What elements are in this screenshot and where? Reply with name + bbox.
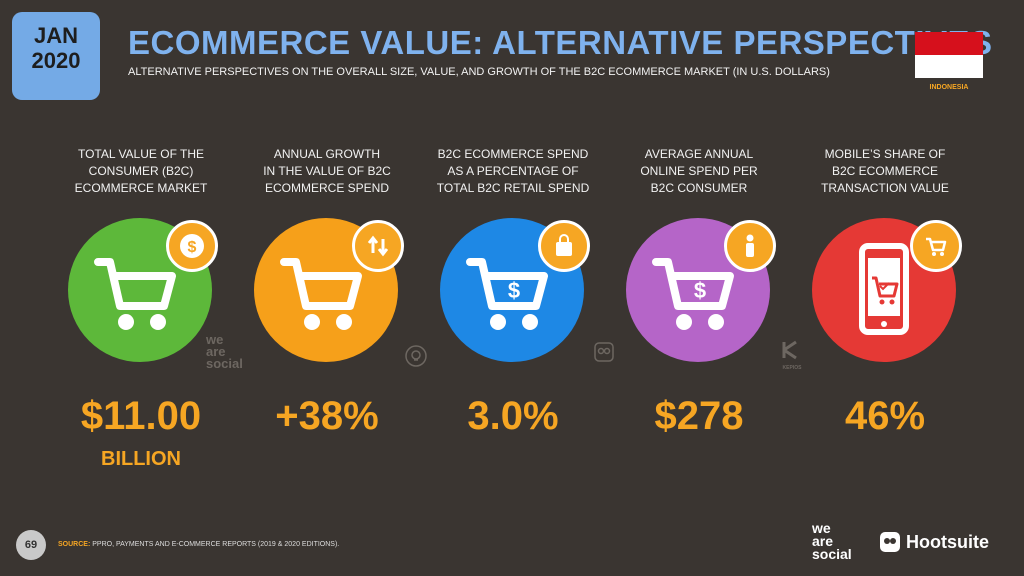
svg-text:$: $: [508, 278, 520, 303]
page-title: ECOMMERCE VALUE: ALTERNATIVE PERSPECTIVE…: [128, 24, 993, 61]
stat-3-value: 3.0%: [467, 394, 559, 438]
svg-text:$: $: [188, 239, 197, 256]
stat-5-label: MOBILE’S SHARE OF B2C ECOMMERCE TRANSACT…: [821, 147, 949, 195]
indonesia-flag-icon: [915, 32, 983, 78]
stat-4-label: AVERAGE ANNUAL ONLINE SPEND PER B2C CONS…: [640, 147, 758, 195]
stat-1-value: $11.00: [80, 394, 202, 438]
stat-1-header: TOTAL VALUE OF THE CONSUMER (B2C) ECOMME…: [56, 146, 226, 202]
dollar-badge-icon: $: [166, 220, 218, 272]
cart-badge-icon: [910, 220, 962, 272]
page-number: 69: [16, 530, 46, 560]
svg-text:$: $: [694, 278, 706, 303]
we-are-social-logo: we are social: [812, 520, 852, 562]
stat-2-label: ANNUAL GROWTH IN THE VALUE OF B2C ECOMME…: [263, 147, 391, 195]
person-icon: [724, 220, 776, 272]
stat-5-value: 46%: [844, 394, 926, 438]
owl-logo-icon: [880, 532, 900, 552]
kepios-icon: [782, 340, 797, 360]
shopping-bag-icon: [538, 220, 590, 272]
stat-3-label: B2C ECOMMERCE SPEND AS A PERCENTAGE OF T…: [436, 147, 590, 195]
stat-1-label: TOTAL VALUE OF THE CONSUMER (B2C) ECOMME…: [74, 147, 208, 195]
stat-3-circle: $: [440, 218, 584, 362]
up-down-arrows-icon: [352, 220, 404, 272]
date-year: 2020: [31, 48, 81, 73]
stat-4-value: $278: [654, 394, 744, 438]
shopping-cart-icon: [280, 258, 362, 330]
source-note: SOURCE: PPRO, PAYMENTS AND E-COMMERCE RE…: [58, 541, 340, 548]
we-are-social-watermark: we are social: [206, 332, 243, 371]
page-subtitle: ALTERNATIVE PERSPECTIVES ON THE OVERALL …: [128, 66, 830, 78]
shopping-cart-icon: [94, 258, 176, 330]
stat-3-header: B2C ECOMMERCE SPEND AS A PERCENTAGE OF T…: [428, 146, 598, 202]
stat-2-value: +38%: [275, 394, 379, 438]
owl-icon: [594, 342, 614, 362]
stat-4-header: AVERAGE ANNUAL ONLINE SPEND PER B2C CONS…: [614, 146, 784, 202]
shopping-cart-dollar-icon: $: [466, 258, 548, 330]
kepios-logo: KEPIOS: [780, 340, 804, 371]
date-month: JAN: [33, 23, 78, 48]
date-badge: JAN 2020: [12, 12, 100, 100]
hootsuite-logo: Hootsuite: [878, 530, 989, 554]
stat-1-unit: BILLION: [101, 448, 181, 470]
country-label: INDONESIA: [929, 84, 969, 91]
mobile-cart-icon: [859, 243, 909, 335]
shopping-cart-dollar-icon: $: [652, 258, 734, 330]
lightbulb-icon: [405, 345, 427, 367]
stat-5-header: MOBILE’S SHARE OF B2C ECOMMERCE TRANSACT…: [800, 146, 970, 202]
stat-2-header: ANNUAL GROWTH IN THE VALUE OF B2C ECOMME…: [242, 146, 412, 202]
